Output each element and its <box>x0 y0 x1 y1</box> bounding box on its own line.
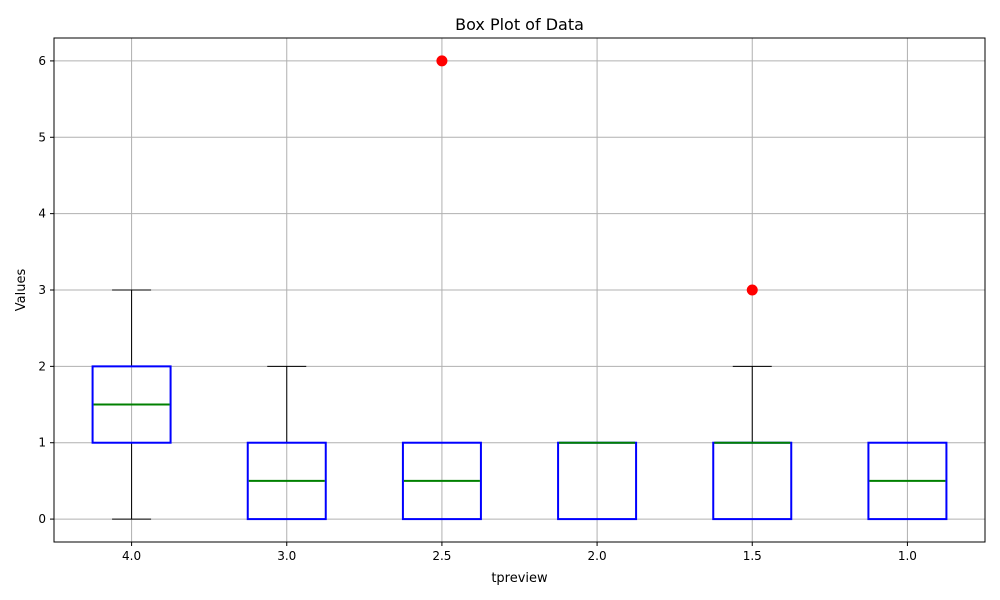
y-tick-label: 1 <box>38 436 46 450</box>
x-tick-label: 4.0 <box>122 549 141 563</box>
box-4.0 <box>91 289 172 520</box>
outlier-point <box>746 284 758 296</box>
x-tick-label: 1.0 <box>898 549 917 563</box>
box-2.5 <box>401 55 482 521</box>
x-axis-label: tpreview <box>491 571 548 586</box>
box-3.0 <box>246 365 327 521</box>
box-rect <box>91 365 172 444</box>
axis-ticks: 0 1 2 3 4 5 6 4.0 3.0 2.5 2.0 1.5 1.0 <box>38 54 917 563</box>
box-2.0 <box>557 441 638 521</box>
y-tick-label: 4 <box>38 207 46 221</box>
box-1.5 <box>712 284 793 521</box>
boxes <box>91 55 948 521</box>
grid-lines <box>54 38 985 542</box>
y-tick-label: 3 <box>38 283 46 297</box>
y-tick-label: 6 <box>38 54 46 68</box>
x-tick-label: 3.0 <box>277 549 296 563</box>
y-axis-label: Values <box>14 269 29 312</box>
x-tick-label: 2.0 <box>588 549 607 563</box>
box-1.0 <box>867 441 948 521</box>
y-tick-label: 5 <box>38 130 46 144</box>
outlier-point <box>436 55 448 67</box>
box-rect <box>867 441 948 521</box>
y-tick-label: 2 <box>38 359 46 373</box>
x-tick-label: 1.5 <box>743 549 762 563</box>
chart-title: Box Plot of Data <box>455 15 584 34</box>
y-tick-label: 0 <box>38 512 46 526</box>
box-rect <box>401 441 482 521</box>
box-rect <box>246 441 327 521</box>
x-tick-label: 2.5 <box>432 549 451 563</box>
